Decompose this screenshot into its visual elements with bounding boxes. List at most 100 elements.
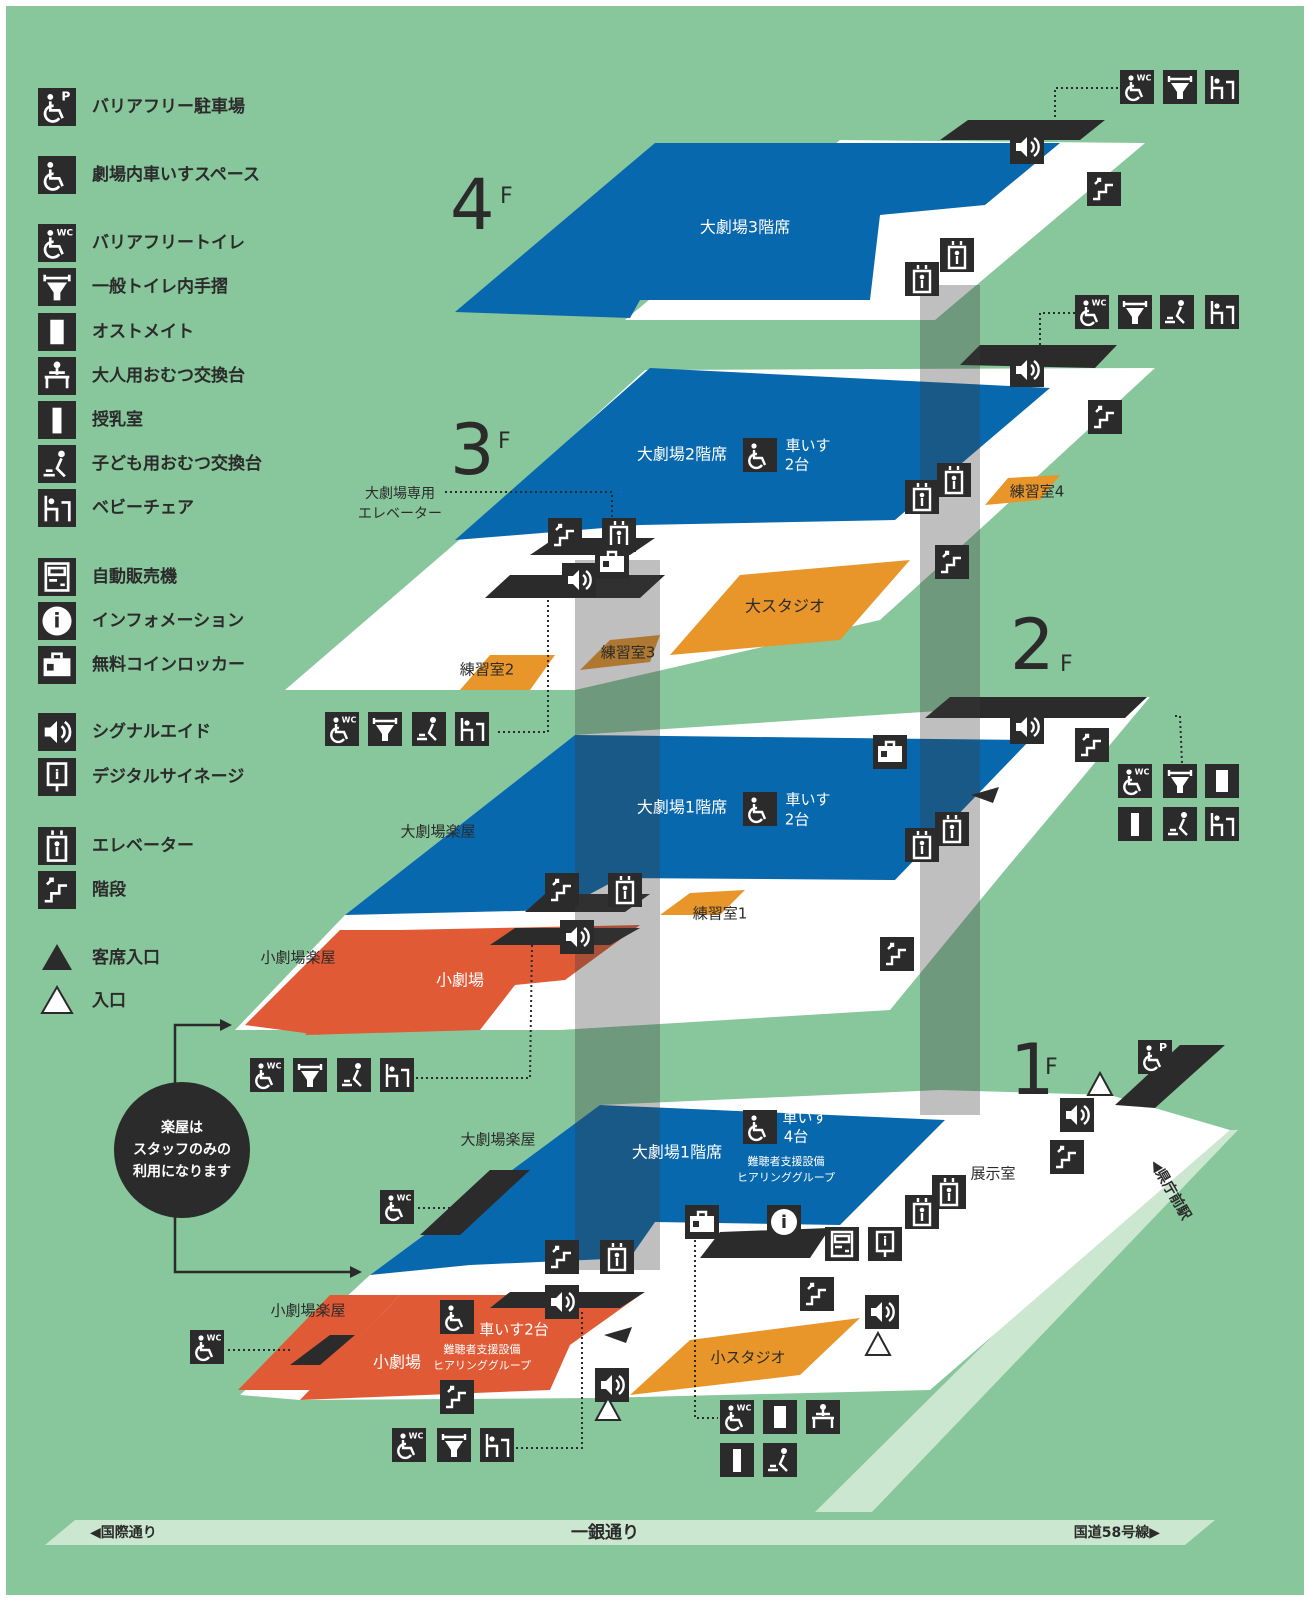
icon-osto: [1205, 764, 1239, 798]
icon-elev: [608, 873, 642, 907]
icon-baby: [38, 489, 76, 527]
icon-baby: [1205, 807, 1239, 841]
icon-label: WC: [267, 1062, 282, 1071]
legend-label: 一般トイレ内手摺: [92, 276, 228, 297]
icon-osto: [763, 1400, 797, 1434]
icon-glyph: [920, 275, 925, 280]
room-label: 練習室2: [460, 661, 515, 679]
room-label: 練習室1: [693, 905, 748, 923]
room-label: 大劇場3階席: [700, 218, 790, 237]
legend-label: インフォメーション: [92, 611, 244, 631]
icon-bg: [935, 545, 969, 579]
legend-label: バリアフリートイレ: [92, 233, 245, 253]
icon-glyph: [623, 886, 628, 891]
icon-bg: [38, 871, 76, 909]
icon-stairs: [935, 545, 969, 579]
icon-elev: [940, 238, 974, 272]
icon-glyph: [751, 1115, 756, 1120]
floor-map: 楽屋はスタッフのみの利用になりますPバリアフリー駐車場劇場内車いすスペースWCバ…: [0, 0, 1310, 1601]
room-label: 車いす: [785, 791, 830, 809]
icon-baby: [1205, 70, 1239, 104]
icon-locker: [38, 646, 76, 684]
icon-rail: [1118, 295, 1152, 329]
legend-label: 客席入口: [92, 947, 160, 968]
room-label: 小劇場: [373, 1353, 421, 1372]
icon-wc: WC: [1075, 295, 1109, 329]
icon-stairs: [1050, 1140, 1084, 1174]
icon-wheel: [440, 1300, 474, 1334]
icon-rail: [38, 268, 76, 306]
icon-label: i: [55, 768, 60, 783]
room-label: 大劇場楽屋: [400, 823, 475, 841]
icon-glyph: [355, 1063, 361, 1069]
icon-elev: [905, 828, 939, 862]
icon-vend: [38, 558, 76, 596]
icon-wheel: [743, 792, 777, 826]
room-label: 難聴者支援設備: [748, 1154, 825, 1168]
icon-glyph: [1214, 815, 1219, 820]
room-label: 大スタジオ: [745, 597, 825, 616]
icon-glyph: [881, 751, 887, 757]
floor-number: 3: [450, 409, 495, 491]
icon-stairs: [440, 1380, 474, 1414]
room-label: 小劇場楽屋: [260, 949, 335, 967]
icon-locker: [873, 735, 907, 769]
icon-osto: [38, 313, 76, 351]
icon-kid: [1160, 295, 1194, 329]
floor-suffix: F: [1045, 1055, 1058, 1080]
icon-glyph: [920, 493, 925, 498]
icon-rail: [293, 1058, 327, 1092]
icon-wheel: [743, 438, 777, 472]
icon-glyph: [430, 717, 436, 723]
icon-stairs: [38, 871, 76, 909]
icon-glyph: [1214, 78, 1219, 83]
icon-bg: [412, 712, 446, 746]
icon-bg: [38, 445, 76, 483]
icon-glyph: [952, 476, 957, 481]
room-label: 2台: [785, 456, 810, 474]
icon-nurse: [1118, 807, 1152, 841]
icon-glyph: [389, 1066, 394, 1071]
road-label: 国道58号線▶: [1074, 1524, 1160, 1541]
icon-glyph: [47, 664, 54, 671]
room-label: 小劇場: [436, 971, 484, 990]
room-label: ヒアリンググループ: [433, 1358, 531, 1372]
icon-stairs: [1087, 172, 1121, 206]
icon-rail: [1163, 70, 1197, 104]
icon-bg: [880, 937, 914, 971]
room-label: 難聴者支援設備: [444, 1342, 521, 1356]
icon-elev: [38, 827, 76, 865]
body: 楽屋はスタッフのみの利用になりますPバリアフリー駐車場劇場内車いすスペースWCバ…: [0, 0, 1310, 1601]
icon-info: i: [38, 602, 76, 640]
icon-bg: [1088, 400, 1122, 434]
icon-label: i: [781, 1212, 787, 1233]
room-label: 小スタジオ: [710, 1349, 785, 1367]
icon-glyph: [751, 443, 756, 448]
icon-kid: [1163, 807, 1197, 841]
icon-signal: [1010, 710, 1044, 744]
icon-glyph: [603, 561, 609, 567]
icon-glyph: [47, 94, 53, 100]
room-label: 小劇場楽屋: [270, 1302, 345, 1320]
icon-signage: i: [868, 1227, 902, 1261]
icon-bg: [763, 1443, 797, 1477]
icon-glyph: [1083, 300, 1088, 305]
note-text: スタッフのみの: [133, 1142, 231, 1158]
icon-wc: WC: [380, 1190, 414, 1224]
icon-label: i: [883, 1235, 887, 1249]
icon-bg: [1087, 172, 1121, 206]
icon-rail: [437, 1428, 471, 1462]
room-label: 展示室: [970, 1165, 1015, 1183]
legend-label: オストメイト: [92, 322, 194, 342]
icon-wheel: [38, 156, 76, 194]
room-label: 練習室4: [1010, 483, 1065, 501]
icon-wc: WC: [250, 1058, 284, 1092]
icon-rail: [368, 712, 402, 746]
icon-kid: [763, 1443, 797, 1477]
icon-vend: [825, 1227, 859, 1261]
icon-bg: [1163, 807, 1197, 841]
icon-label: P: [1159, 1041, 1167, 1054]
icon-signal: [1060, 1098, 1094, 1132]
legend-label: 自動販売機: [92, 566, 177, 587]
note-text: 楽屋は: [160, 1119, 203, 1136]
